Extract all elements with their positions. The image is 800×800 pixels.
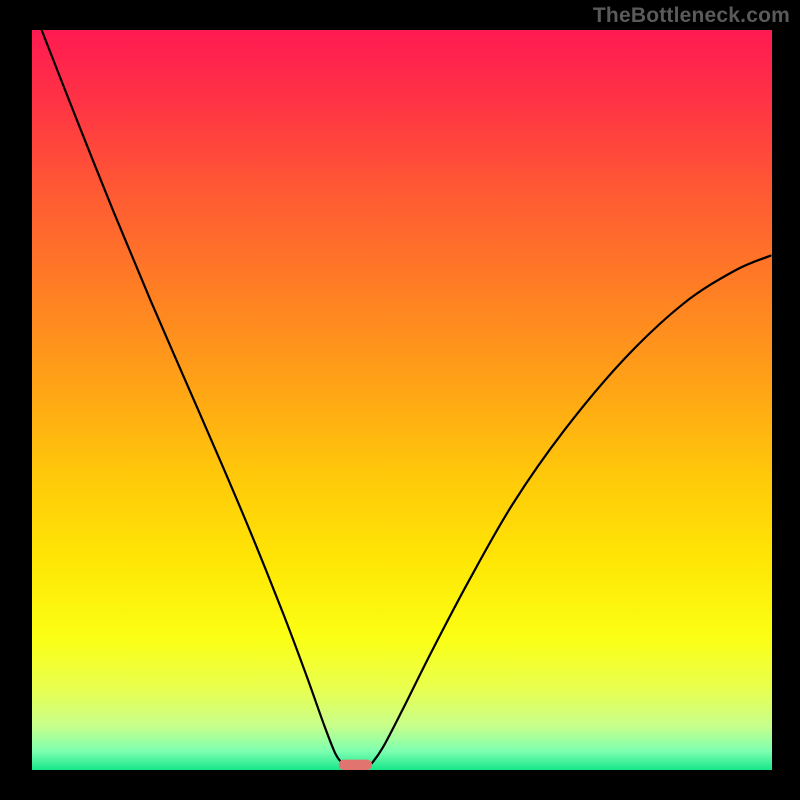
chart-container: TheBottleneck.com [0,0,800,800]
bottleneck-chart [0,0,800,800]
plot-background-gradient [32,30,772,770]
optimal-marker [339,760,372,770]
watermark-label: TheBottleneck.com [593,4,790,28]
